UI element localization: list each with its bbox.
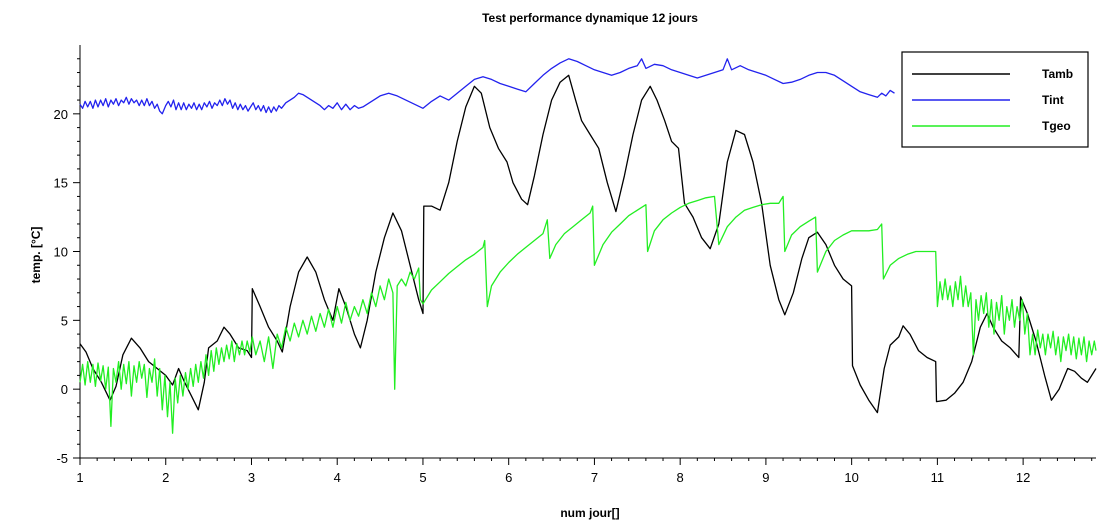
- legend: Tamb Tint Tgeo: [901, 51, 1089, 148]
- x-tick-label: 10: [844, 470, 858, 485]
- x-axis-label: num jour[]: [560, 506, 619, 520]
- y-tick-label: 5: [61, 313, 68, 328]
- y-axis-label: temp. [°C]: [29, 227, 43, 284]
- legend-label-tint: Tint: [1042, 93, 1064, 107]
- y-tick-label: 15: [54, 176, 68, 191]
- x-tick-label: 7: [591, 470, 598, 485]
- x-tick-label: 5: [419, 470, 426, 485]
- x-tick-label: 8: [677, 470, 684, 485]
- series-line-tint: [79, 58, 895, 115]
- legend-label-tamb: Tamb: [1042, 67, 1073, 81]
- x-tick-label: 2: [162, 470, 169, 485]
- x-tick-label: 4: [334, 470, 341, 485]
- x-tick-label: 9: [762, 470, 769, 485]
- x-tick-label: 6: [505, 470, 512, 485]
- x-tick-label: 11: [931, 470, 945, 485]
- series-layer: [79, 58, 1097, 434]
- x-tick-label: 1: [76, 470, 83, 485]
- x-tick-label: 3: [248, 470, 255, 485]
- y-tick-label: 0: [61, 382, 68, 397]
- y-tick-label: 20: [54, 107, 68, 122]
- x-tick-label: 12: [1016, 470, 1030, 485]
- y-tick-label: 10: [54, 245, 68, 260]
- series-line-tgeo: [79, 195, 1097, 434]
- y-tick-label: -5: [56, 451, 68, 466]
- legend-label-tgeo: Tgeo: [1042, 119, 1071, 133]
- chart-title: Test performance dynamique 12 jours: [482, 11, 698, 25]
